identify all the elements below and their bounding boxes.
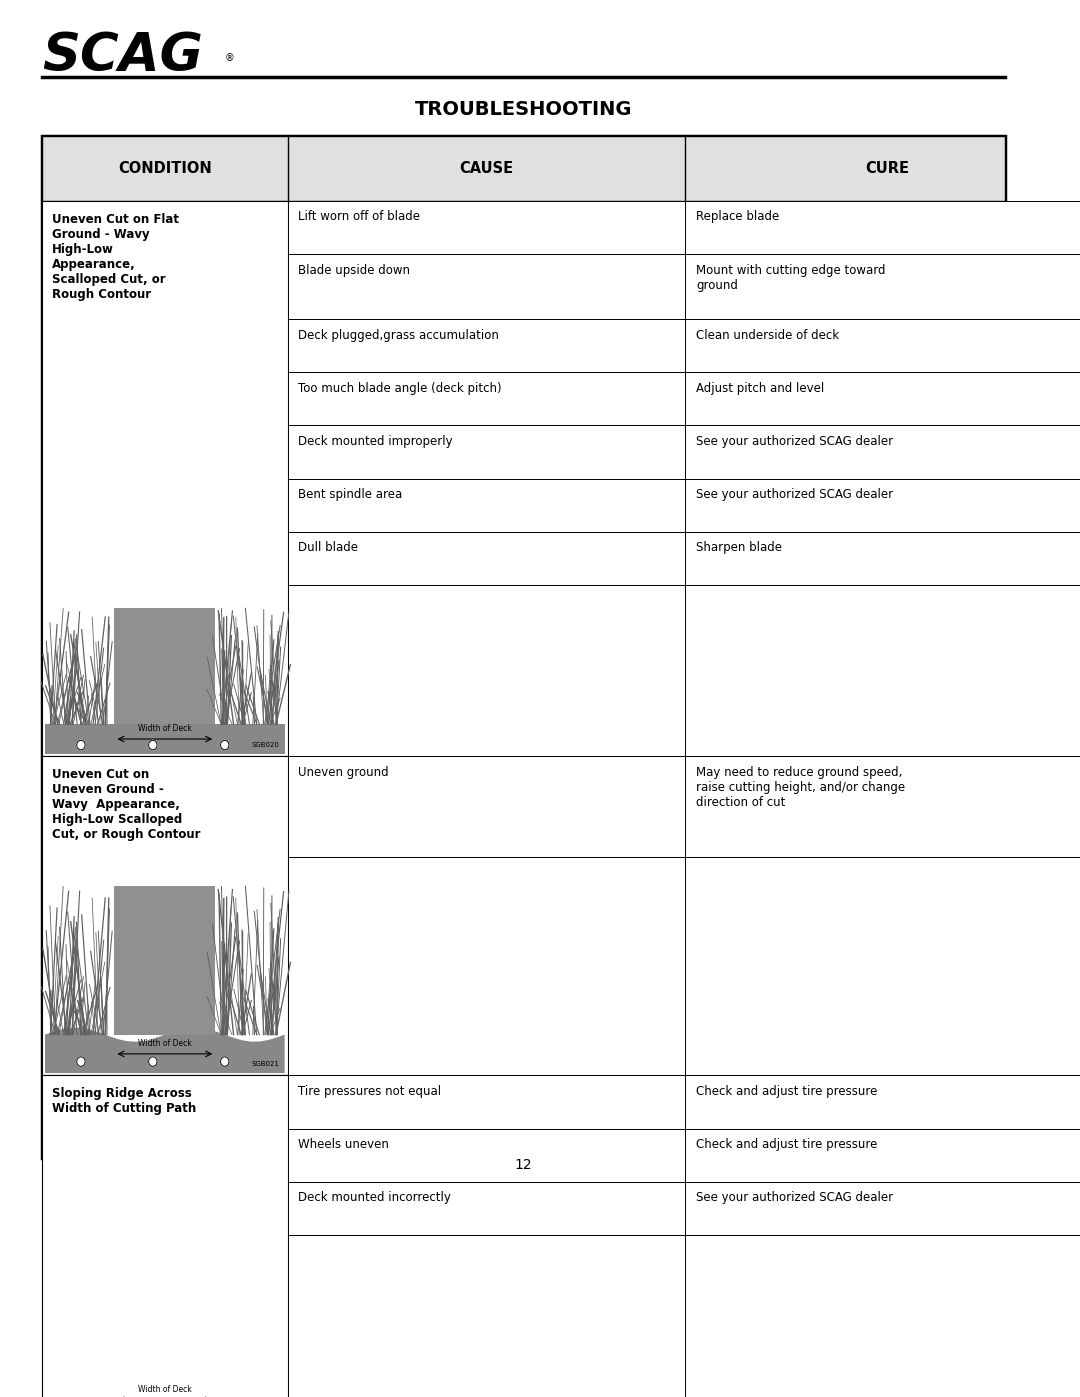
Text: Bent spindle area: Bent spindle area (298, 488, 403, 502)
Bar (42, 1076, 287, 1397)
Text: CURE: CURE (865, 161, 909, 176)
Circle shape (220, 1058, 229, 1066)
Text: Too much blade angle (deck pitch): Too much blade angle (deck pitch) (298, 381, 502, 395)
Text: Uneven Cut on
Uneven Ground -
Wavy  Appearance,
High-Low Scalloped
Cut, or Rough: Uneven Cut on Uneven Ground - Wavy Appea… (52, 768, 201, 841)
Circle shape (149, 740, 157, 750)
Text: Adjust pitch and level: Adjust pitch and level (696, 381, 824, 395)
Text: Uneven Cut on Flat
Ground - Wavy
High-Low
Appearance,
Scalloped Cut, or
Rough Co: Uneven Cut on Flat Ground - Wavy High-Lo… (52, 212, 179, 300)
Text: SGB020: SGB020 (252, 742, 280, 749)
Bar (686, 1235, 1080, 1397)
Bar (287, 1182, 686, 1235)
Bar (45, 859, 285, 1073)
Bar (686, 479, 1080, 532)
Bar (287, 585, 686, 756)
Bar (114, 886, 215, 1035)
Bar (114, 608, 215, 724)
Bar (42, 756, 287, 1076)
Text: Sharpen blade: Sharpen blade (696, 541, 782, 555)
Text: Mount with cutting edge toward
ground: Mount with cutting edge toward ground (696, 264, 886, 292)
Bar (114, 1259, 215, 1384)
Text: Uneven ground: Uneven ground (298, 766, 389, 780)
Text: Dull blade: Dull blade (298, 541, 359, 555)
Bar (287, 756, 686, 856)
Text: Width of Deck: Width of Deck (138, 724, 192, 733)
Bar (287, 532, 686, 585)
Text: Blade upside down: Blade upside down (298, 264, 410, 277)
Bar (287, 856, 686, 1076)
Bar (287, 426, 686, 479)
Text: Sloping Ridge Across
Width of Cutting Path: Sloping Ridge Across Width of Cutting Pa… (52, 1087, 197, 1115)
Bar (686, 1076, 1080, 1129)
Bar (287, 201, 686, 254)
Bar (686, 319, 1080, 372)
Bar (42, 136, 1004, 201)
Bar (45, 1238, 285, 1397)
Text: SGB021: SGB021 (252, 1062, 280, 1067)
Text: CONDITION: CONDITION (118, 161, 212, 176)
Polygon shape (45, 1028, 285, 1073)
Text: Check and adjust tire pressure: Check and adjust tire pressure (696, 1139, 877, 1151)
Text: CAUSE: CAUSE (460, 161, 514, 176)
Bar (686, 585, 1080, 756)
Text: Replace blade: Replace blade (696, 211, 779, 224)
Text: May need to reduce ground speed,
raise cutting height, and/or change
direction o: May need to reduce ground speed, raise c… (696, 766, 905, 809)
Bar (686, 756, 1080, 856)
Text: Width of Deck: Width of Deck (138, 1384, 192, 1394)
Bar (686, 1182, 1080, 1235)
Text: See your authorized SCAG dealer: See your authorized SCAG dealer (696, 488, 893, 502)
Text: Deck plugged,grass accumulation: Deck plugged,grass accumulation (298, 328, 499, 341)
Text: Tire pressures not equal: Tire pressures not equal (298, 1085, 442, 1098)
Bar (686, 856, 1080, 1076)
Bar (287, 254, 686, 319)
Bar (686, 1129, 1080, 1182)
Circle shape (77, 1058, 85, 1066)
Bar (287, 1235, 686, 1397)
Circle shape (220, 740, 229, 750)
Text: TROUBLESHOOTING: TROUBLESHOOTING (415, 101, 632, 120)
Bar (686, 201, 1080, 254)
Bar (686, 372, 1080, 426)
Text: Wheels uneven: Wheels uneven (298, 1139, 389, 1151)
Bar (45, 587, 285, 754)
Bar (686, 426, 1080, 479)
Bar (287, 1076, 686, 1129)
Bar (287, 319, 686, 372)
Text: Deck mounted improperly: Deck mounted improperly (298, 434, 453, 448)
Text: Lift worn off of blade: Lift worn off of blade (298, 211, 420, 224)
Text: See your authorized SCAG dealer: See your authorized SCAG dealer (696, 1192, 893, 1204)
Bar (42, 136, 1004, 1158)
Text: Clean underside of deck: Clean underside of deck (696, 328, 839, 341)
Bar (49, 140, 998, 1155)
Text: Deck mounted incorrectly: Deck mounted incorrectly (298, 1192, 451, 1204)
Bar (45, 724, 285, 754)
Bar (287, 479, 686, 532)
Circle shape (149, 1058, 157, 1066)
Text: See your authorized SCAG dealer: See your authorized SCAG dealer (696, 434, 893, 448)
Circle shape (77, 740, 85, 750)
Bar (287, 1129, 686, 1182)
Text: SCAG: SCAG (42, 29, 203, 81)
Bar (287, 372, 686, 426)
Text: ®: ® (225, 53, 234, 63)
Text: Width of Deck: Width of Deck (138, 1039, 192, 1048)
Bar (45, 1384, 285, 1397)
Text: 12: 12 (514, 1158, 532, 1172)
Bar (686, 532, 1080, 585)
Bar (42, 201, 287, 756)
Bar (686, 254, 1080, 319)
Text: Check and adjust tire pressure: Check and adjust tire pressure (696, 1085, 877, 1098)
